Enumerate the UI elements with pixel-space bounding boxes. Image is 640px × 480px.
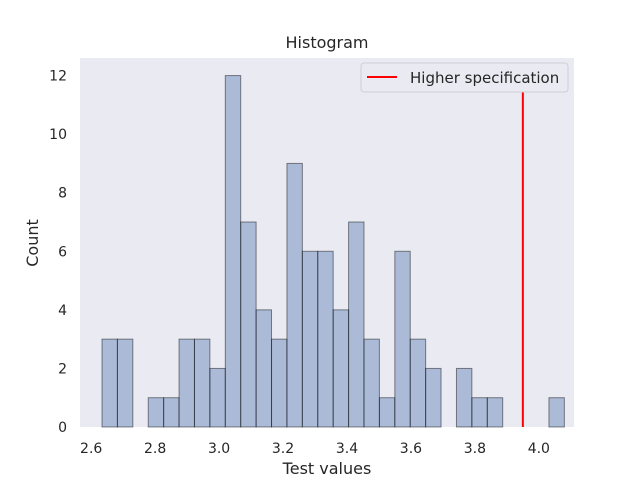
histogram-bar — [301, 250, 319, 428]
x-tick-label: 3.2 — [272, 441, 294, 457]
x-tick-label: 2.8 — [144, 441, 166, 457]
legend-box — [360, 62, 569, 93]
histogram-bar — [378, 397, 396, 428]
histogram-bar — [209, 367, 226, 428]
histogram-bar — [471, 397, 488, 428]
histogram-bar — [255, 309, 273, 428]
y-axis-ticks: 0 2 4 6 8 10 12 — [49, 69, 67, 436]
y-tick-label: 0 — [58, 420, 67, 436]
histogram-bar — [240, 221, 257, 428]
y-tick-label: 4 — [58, 303, 67, 319]
legend: Higher specification — [360, 62, 569, 93]
y-tick-label: 12 — [49, 69, 67, 85]
histogram-bar — [409, 338, 427, 428]
histogram-bar — [486, 397, 504, 428]
y-tick-label: 6 — [58, 244, 67, 260]
histogram-bar — [548, 397, 565, 428]
histogram-bar — [163, 397, 180, 428]
y-tick-label: 2 — [58, 361, 67, 377]
y-axis-label: Count — [23, 219, 42, 267]
histogram-bar — [286, 162, 303, 428]
histogram-bar — [348, 221, 365, 428]
x-tick-label: 3.0 — [208, 441, 230, 457]
histogram-bar — [101, 338, 118, 428]
y-tick-label: 10 — [49, 127, 67, 143]
histogram-bars — [101, 75, 565, 428]
x-tick-label: 2.6 — [80, 441, 102, 457]
plot-area — [80, 58, 574, 427]
histogram-bar — [394, 250, 411, 428]
chart-title: Histogram — [286, 33, 369, 52]
x-tick-label: 3.4 — [336, 441, 358, 457]
histogram-bar — [363, 338, 380, 428]
histogram-bar — [116, 338, 134, 428]
x-tick-label: 3.6 — [400, 441, 422, 457]
x-tick-label: 3.8 — [464, 441, 486, 457]
histogram-bar — [271, 338, 288, 428]
legend-label: Higher specification — [410, 69, 559, 87]
histogram-bar — [317, 250, 334, 428]
histogram-bar — [178, 338, 195, 428]
histogram-bar — [193, 338, 211, 428]
x-tick-label: 4.0 — [528, 441, 550, 457]
x-axis-label: Test values — [282, 459, 372, 478]
histogram-bar — [455, 367, 473, 428]
histogram-bar — [425, 367, 442, 428]
histogram-bar — [147, 397, 165, 428]
y-tick-label: 8 — [58, 186, 67, 202]
histogram-bar — [224, 75, 242, 428]
x-axis-ticks: 2.6 2.8 3.0 3.2 3.4 3.6 3.8 4.0 — [80, 441, 550, 457]
histogram-bar — [332, 309, 350, 428]
